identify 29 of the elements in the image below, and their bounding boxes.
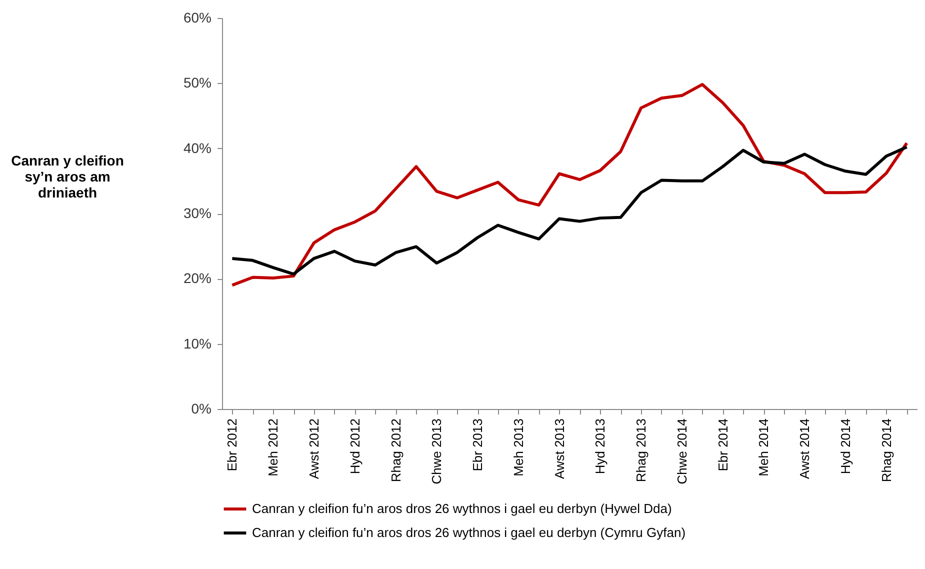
x-tick-label: Rhag 2014 [878,418,894,482]
x-tick-label: Ebr 2013 [470,418,486,472]
y-tick-label: 10% [183,335,212,352]
x-tick-label: Rhag 2013 [634,418,649,482]
x-tick-label: Chwe 2014 [674,418,690,484]
line-series [230,82,908,287]
y-tick-label: 0% [191,400,212,416]
x-tick-label: Hyd 2012 [347,418,362,474]
y-tick-label: 50% [183,74,212,91]
legend-label: Canran y cleifion fu’n aros dros 26 wythnos i gael eu derbyn (Cymru Gyfan) [252,525,686,540]
x-tick-label: Ebr 2014 [715,418,730,472]
y-tick-label: 20% [183,270,212,286]
x-tick-label: Awst 2012 [306,418,322,479]
x-tick-label: Meh 2014 [756,418,772,476]
x-tick-label: Chwe 2013 [429,418,444,484]
x-tick-label: Meh 2012 [266,418,281,476]
legend-label: Canran y cleifion fu’n aros dros 26 wythnos i gael eu derbyn (Hywel Dda) [252,501,672,516]
x-tick-label: Ebr 2012 [224,418,240,472]
x-tick-label: Meh 2013 [510,418,526,476]
x-tick-label: Hyd 2014 [838,418,853,474]
x-tick-label: Hyd 2013 [592,418,608,474]
y-tick-label: 60% [183,10,212,26]
x-tick-label: Rhag 2012 [388,418,404,482]
y-tick-label: 40% [183,140,212,156]
y-tick-label: 30% [183,205,212,221]
y-axis-title: Canran y cleifion sy’n aros am driniaeth [11,152,124,200]
x-tick-label: Awst 2013 [552,418,567,479]
line-series [230,146,908,276]
x-tick-label: Awst 2014 [797,418,812,479]
